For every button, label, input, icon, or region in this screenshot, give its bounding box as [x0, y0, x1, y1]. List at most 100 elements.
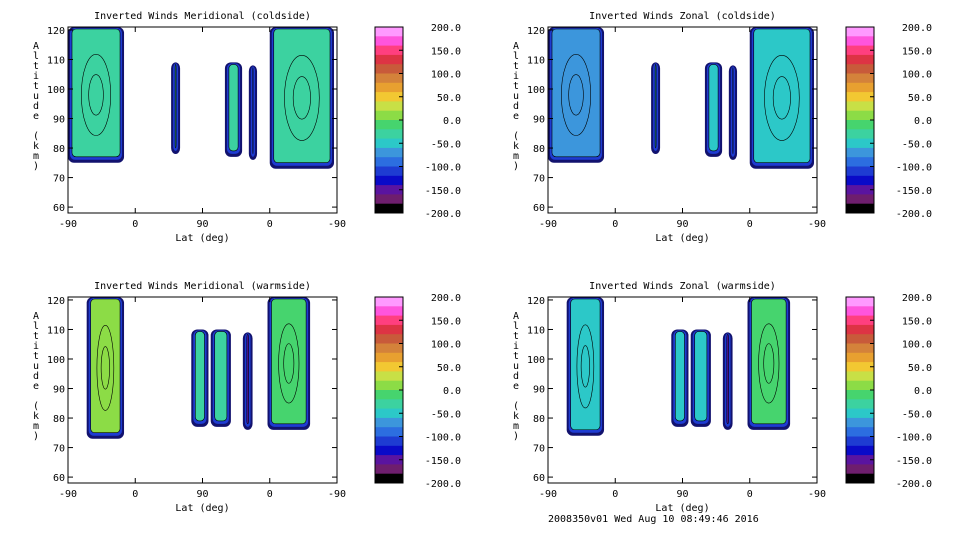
x-tick-label: 0 [747, 489, 753, 500]
colorbar-tick-label: -100.0 [896, 433, 932, 444]
colorbar-tick-label: 0.0 [914, 386, 932, 397]
region-fill [726, 334, 729, 425]
data-region-1 [566, 297, 605, 436]
colorbar-tick-label: -200.0 [425, 479, 461, 490]
colorbar-swatch [846, 73, 874, 84]
colorbar-tick-label: -100.0 [425, 433, 461, 444]
colorbar: 200.0 150.0 100.0 50.0 0.0 -50.0 -100.0 -150.0 -… [374, 293, 461, 490]
y-tick-label: 100 [47, 85, 65, 96]
colorbar-swatch [375, 324, 403, 335]
colorbar-tick-label: -200.0 [425, 209, 461, 220]
region-fill [694, 331, 708, 422]
x-tick-label: 90 [196, 489, 208, 500]
colorbar-tick-label: 100.0 [902, 340, 932, 351]
colorbar-tick-label: 0.0 [443, 116, 461, 127]
chart-panel-2: Inverted Winds Zonal (coldside) 60 70 80 90 1… [513, 11, 932, 244]
y-tick-label: 80 [53, 144, 65, 155]
x-tick-label: -90 [328, 219, 346, 230]
contour-line [763, 343, 775, 384]
colorbar-swatch [375, 120, 403, 130]
x-tick-label: 0 [132, 219, 138, 230]
colorbar-swatch [846, 362, 874, 372]
y-tick-label: 80 [533, 414, 545, 425]
data-region-3 [690, 329, 711, 427]
colorbar-swatch [846, 473, 874, 484]
y-tick-label: 90 [533, 385, 545, 396]
data-region-4 [722, 332, 733, 430]
colorbar-swatch [375, 334, 403, 344]
colorbar-swatch [846, 399, 874, 410]
colorbar-tick-label: 50.0 [437, 363, 461, 374]
contour-line [758, 323, 780, 404]
colorbar-swatch [375, 203, 403, 214]
y-tick-label: 90 [53, 385, 65, 396]
data-region-4 [248, 65, 258, 160]
colorbar-swatch [846, 147, 874, 158]
x-tick-label: -90 [539, 219, 557, 230]
colorbar-swatch [846, 455, 874, 465]
colorbar-swatch [846, 352, 874, 363]
region-fill [90, 298, 121, 434]
colorbar-tick-label: -50.0 [431, 139, 461, 150]
region-fill [570, 298, 601, 431]
data-region-1 [548, 27, 605, 163]
y-tick-label: 60 [533, 203, 545, 214]
colorbar-tick-label: -150.0 [425, 456, 461, 467]
colorbar-swatch [846, 82, 874, 93]
contour-line [576, 324, 595, 409]
contour-line [561, 54, 592, 136]
chart-title: Inverted Winds Meridional (coldside) [94, 11, 311, 22]
colorbar-tick-label: 100.0 [431, 70, 461, 81]
data-region-3 [210, 329, 231, 427]
region-fill [708, 64, 719, 152]
chart-title: Inverted Winds Zonal (coldside) [589, 11, 776, 22]
contour-line [278, 323, 300, 404]
contour-line [100, 346, 110, 390]
colorbar-tick-label: 100.0 [431, 340, 461, 351]
region-fill [551, 28, 601, 158]
x-tick-label: -90 [59, 489, 77, 500]
colorbar-swatch [375, 380, 403, 391]
colorbar-tick-label: -50.0 [431, 409, 461, 420]
chart-panel-3: Inverted Winds Meridional (warmside) 60 70… [33, 281, 461, 514]
y-tick-label: 80 [533, 144, 545, 155]
colorbar-swatch [846, 297, 874, 307]
colorbar-swatch [375, 417, 403, 428]
colorbar: 200.0 150.0 100.0 50.0 0.0 -50.0 -100.0 -150.0 -… [845, 23, 932, 220]
y-tick-label: 110 [527, 55, 545, 66]
colorbar-tick-label: 50.0 [437, 93, 461, 104]
colorbar-swatch [846, 45, 874, 56]
colorbar-tick-label: 100.0 [902, 70, 932, 81]
data-region-3 [704, 62, 723, 157]
contour-line [283, 343, 295, 384]
region-fill [194, 331, 205, 422]
y-tick-label: 100 [527, 85, 545, 96]
contour-line [580, 345, 590, 388]
colorbar-tick-label: 0.0 [443, 386, 461, 397]
chart-panel-1: Inverted Winds Meridional (coldside) 60 70… [33, 11, 461, 244]
y-tick-label: 70 [533, 174, 545, 185]
colorbar-swatch [846, 54, 874, 65]
x-tick-label: -90 [808, 489, 826, 500]
colorbar-tick-label: 200.0 [902, 293, 932, 304]
region-fill [246, 334, 249, 425]
colorbar-swatch [375, 82, 403, 93]
colorbar-swatch [375, 306, 403, 317]
x-tick-label: 90 [676, 489, 688, 500]
y-tick-label: 120 [527, 296, 545, 307]
colorbar-swatch [375, 92, 403, 102]
colorbar-swatch [846, 390, 874, 400]
colorbar-swatch [846, 334, 874, 344]
colorbar-swatch [846, 36, 874, 47]
x-axis-label: Lat (deg) [175, 233, 229, 244]
colorbar-swatch [375, 166, 403, 177]
colorbar-swatch [846, 110, 874, 121]
y-tick-label: 120 [47, 296, 65, 307]
region-fill [174, 64, 177, 149]
colorbar-swatch [846, 129, 874, 140]
colorbar-swatch [846, 120, 874, 130]
x-tick-label: -90 [59, 219, 77, 230]
y-tick-label: 70 [53, 174, 65, 185]
